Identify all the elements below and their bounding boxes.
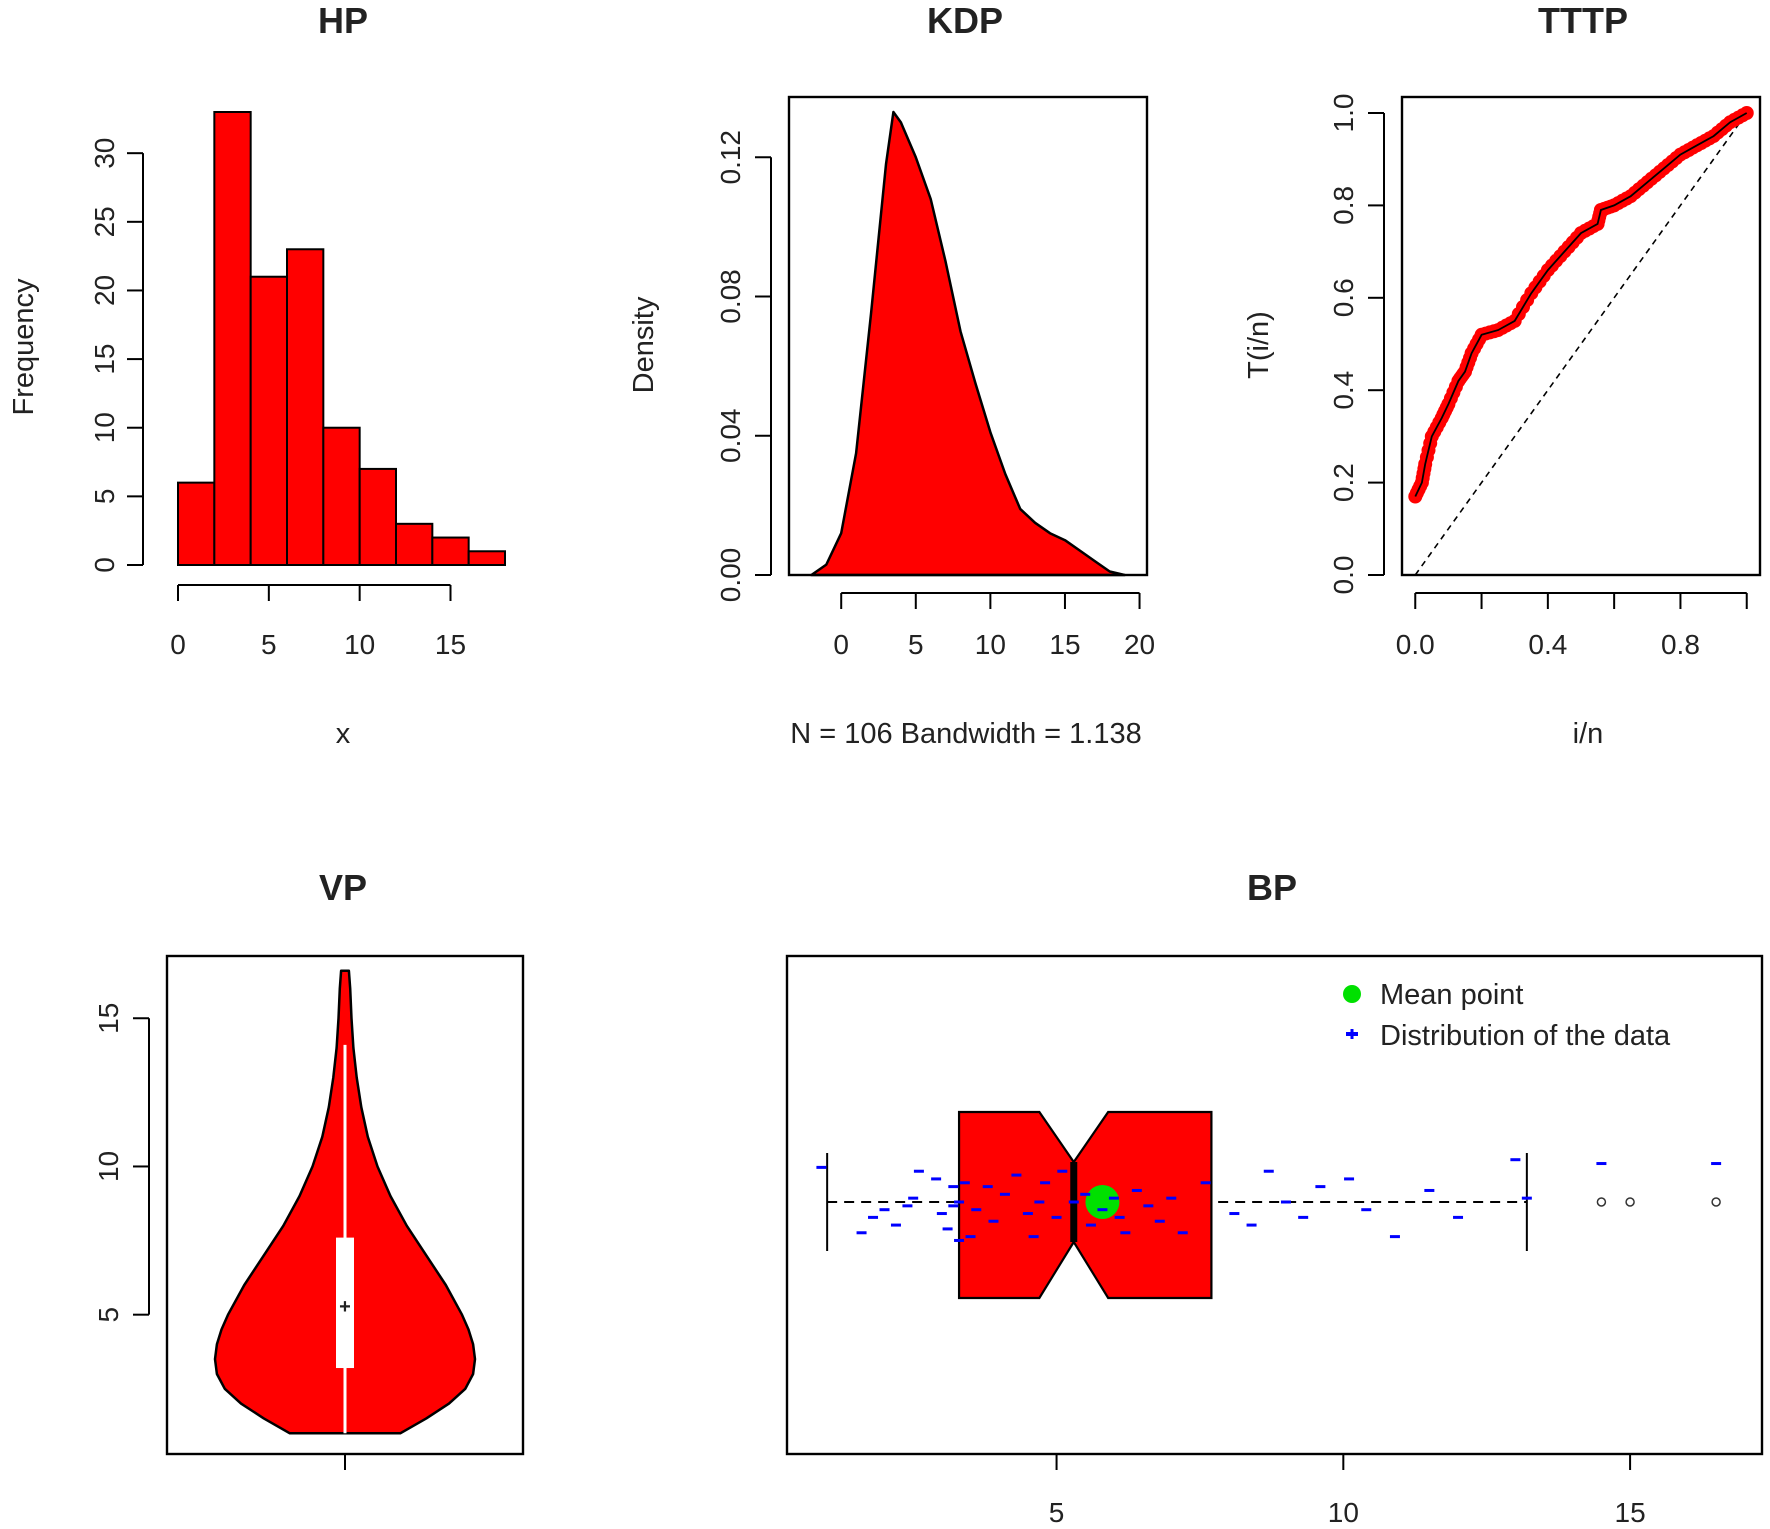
bp-x-tick-label: 10	[1328, 1497, 1359, 1528]
kdp-x-axis: 0 5 10 15 20	[833, 592, 1155, 660]
bp-x-axis: 5 10 15	[1049, 1454, 1646, 1528]
kdp-density-area	[810, 110, 1126, 577]
bp-title: BP	[1247, 867, 1297, 908]
bp-outlier	[1596, 1197, 1607, 1207]
kdp-x-tick-label: 10	[975, 629, 1006, 660]
hp-y-tick-label: 25	[89, 206, 120, 237]
kdp-y-tick-label: 0.00	[715, 548, 746, 603]
tttp-title: TTTP	[1538, 0, 1628, 41]
kdp-x-tick-label: 0	[833, 629, 849, 660]
tttp-curve	[1414, 112, 1748, 497]
hp-y-tick-label: 10	[89, 412, 120, 443]
vp-title: VP	[319, 867, 367, 908]
legend-mean-symbol	[1343, 985, 1361, 1003]
kdp-panel: KDP 0 5 10 15 20 0.00 0.04 0.08 0.12 N = 106 Ba…	[628, 0, 1155, 750]
hp-title: HP	[318, 0, 368, 41]
bp-outliers	[1596, 1197, 1721, 1207]
hp-y-tick-label: 30	[89, 138, 120, 169]
hp-bar	[177, 481, 216, 566]
tttp-x-tick-label: 0.4	[1528, 629, 1567, 660]
kdp-y-label: Density	[628, 296, 660, 393]
hp-bars	[177, 111, 506, 567]
kdp-y-tick-label: 0.12	[715, 130, 746, 185]
tttp-x-label: i/n	[1573, 718, 1604, 750]
kdp-y-axis: 0.00 0.04 0.08 0.12	[715, 130, 772, 603]
vp-y-tick-label: 15	[93, 1003, 124, 1034]
tttp-y-tick-label: 0.0	[1328, 556, 1359, 595]
tttp-y-axis: 0.0 0.2 0.4 0.6 0.8 1.0	[1328, 94, 1385, 595]
hp-bar	[286, 248, 325, 566]
hp-y-tick-label: 20	[89, 275, 120, 306]
hp-y-label: Frequency	[8, 278, 40, 416]
tttp-panel: TTTP 0.0 0.4 0.8 0.0 0.2 0.4 0.6 0.8 1.0 i/n T(…	[1243, 0, 1762, 750]
kdp-frame	[787, 95, 1149, 577]
hp-x-tick-label: 10	[344, 629, 375, 660]
hp-x-tick-label: 0	[170, 629, 186, 660]
vp-panel: VP + 5 10 15	[93, 867, 525, 1470]
tttp-x-tick-label: 0.8	[1661, 629, 1700, 660]
legend-mean-label: Mean point	[1380, 979, 1524, 1011]
bp-jitter-points	[816, 1158, 1722, 1242]
vp-median-marker: +	[339, 1296, 351, 1318]
hp-x-axis: 0 5 10 15	[170, 584, 466, 660]
hp-panel: HP 0 5 10 15 0 5 10 15 20 25 30 x Frequency	[8, 0, 506, 750]
hp-x-tick-label: 5	[261, 629, 277, 660]
tttp-y-label: T(i/n)	[1243, 311, 1275, 379]
bp-x-tick-label: 15	[1615, 1497, 1646, 1528]
tttp-reference-line	[1414, 112, 1748, 576]
kdp-title: KDP	[927, 0, 1003, 41]
hp-bar	[431, 536, 470, 567]
vp-y-axis: 5 10 15	[93, 1003, 150, 1323]
hp-bar	[358, 467, 397, 566]
vp-y-tick-label: 5	[93, 1307, 124, 1323]
bp-outlier	[1625, 1197, 1635, 1207]
hp-x-tick-label: 15	[435, 629, 466, 660]
tttp-y-tick-label: 0.6	[1328, 278, 1359, 317]
kdp-x-tick-label: 15	[1049, 629, 1080, 660]
kdp-x-tick-label: 5	[908, 629, 924, 660]
tttp-frame	[1400, 95, 1762, 577]
vp-iqr-box	[336, 1237, 354, 1369]
hp-bar	[467, 550, 506, 566]
bp-mean-point	[1085, 1185, 1120, 1219]
bp-legend: Mean point Distribution of the data	[1343, 979, 1671, 1052]
tttp-y-tick-label: 0.8	[1328, 186, 1359, 225]
bp-panel: BP 5 10 15 Mean point Distribution of the …	[785, 867, 1764, 1528]
bp-notched-box	[957, 1110, 1213, 1300]
hp-bar	[249, 275, 289, 566]
bp-x-tick-label: 5	[1049, 1497, 1065, 1528]
hp-y-axis: 0 5 10 15 20 25 30	[89, 138, 144, 573]
tttp-y-tick-label: 0.4	[1328, 371, 1359, 410]
tttp-points	[1408, 106, 1754, 504]
vp-y-tick-label: 10	[93, 1151, 124, 1182]
hp-y-tick-label: 0	[89, 557, 120, 573]
tttp-y-tick-label: 1.0	[1328, 94, 1359, 133]
kdp-y-tick-label: 0.08	[715, 269, 746, 324]
bp-frame	[785, 954, 1764, 1456]
legend-points-label: Distribution of the data	[1380, 1020, 1671, 1052]
tttp-point	[1739, 106, 1754, 120]
tttp-x-axis: 0.0 0.4 0.8	[1396, 592, 1748, 660]
hp-y-tick-label: 5	[89, 489, 120, 505]
bp-outlier	[1711, 1197, 1721, 1207]
kdp-x-label: N = 106 Bandwidth = 1.138	[790, 718, 1141, 750]
kdp-y-tick-label: 0.04	[715, 409, 746, 464]
hp-bar	[395, 522, 434, 566]
tttp-x-tick-label: 0.0	[1396, 629, 1435, 660]
tttp-y-tick-label: 0.2	[1328, 463, 1359, 502]
hp-bar	[213, 111, 252, 566]
hp-bar	[322, 426, 361, 566]
hp-x-label: x	[336, 718, 351, 750]
hp-y-tick-label: 15	[89, 344, 120, 375]
kdp-x-tick-label: 20	[1124, 629, 1155, 660]
